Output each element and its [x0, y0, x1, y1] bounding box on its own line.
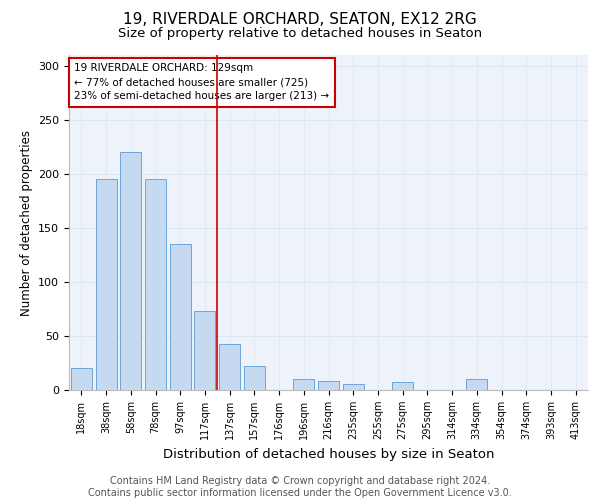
- Bar: [343, 384, 364, 390]
- Text: Contains HM Land Registry data © Crown copyright and database right 2024.
Contai: Contains HM Land Registry data © Crown c…: [88, 476, 512, 498]
- Bar: [120, 152, 141, 390]
- Bar: [194, 311, 215, 390]
- Bar: [219, 344, 240, 390]
- Bar: [71, 368, 92, 390]
- Text: 19 RIVERDALE ORCHARD: 129sqm
← 77% of detached houses are smaller (725)
23% of s: 19 RIVERDALE ORCHARD: 129sqm ← 77% of de…: [74, 64, 329, 102]
- Bar: [392, 382, 413, 390]
- Y-axis label: Number of detached properties: Number of detached properties: [20, 130, 32, 316]
- Text: Size of property relative to detached houses in Seaton: Size of property relative to detached ho…: [118, 28, 482, 40]
- Bar: [145, 180, 166, 390]
- Text: 19, RIVERDALE ORCHARD, SEATON, EX12 2RG: 19, RIVERDALE ORCHARD, SEATON, EX12 2RG: [123, 12, 477, 28]
- Bar: [95, 180, 116, 390]
- Bar: [466, 379, 487, 390]
- Bar: [318, 382, 339, 390]
- Bar: [293, 379, 314, 390]
- Bar: [170, 244, 191, 390]
- X-axis label: Distribution of detached houses by size in Seaton: Distribution of detached houses by size …: [163, 448, 494, 460]
- Bar: [244, 366, 265, 390]
